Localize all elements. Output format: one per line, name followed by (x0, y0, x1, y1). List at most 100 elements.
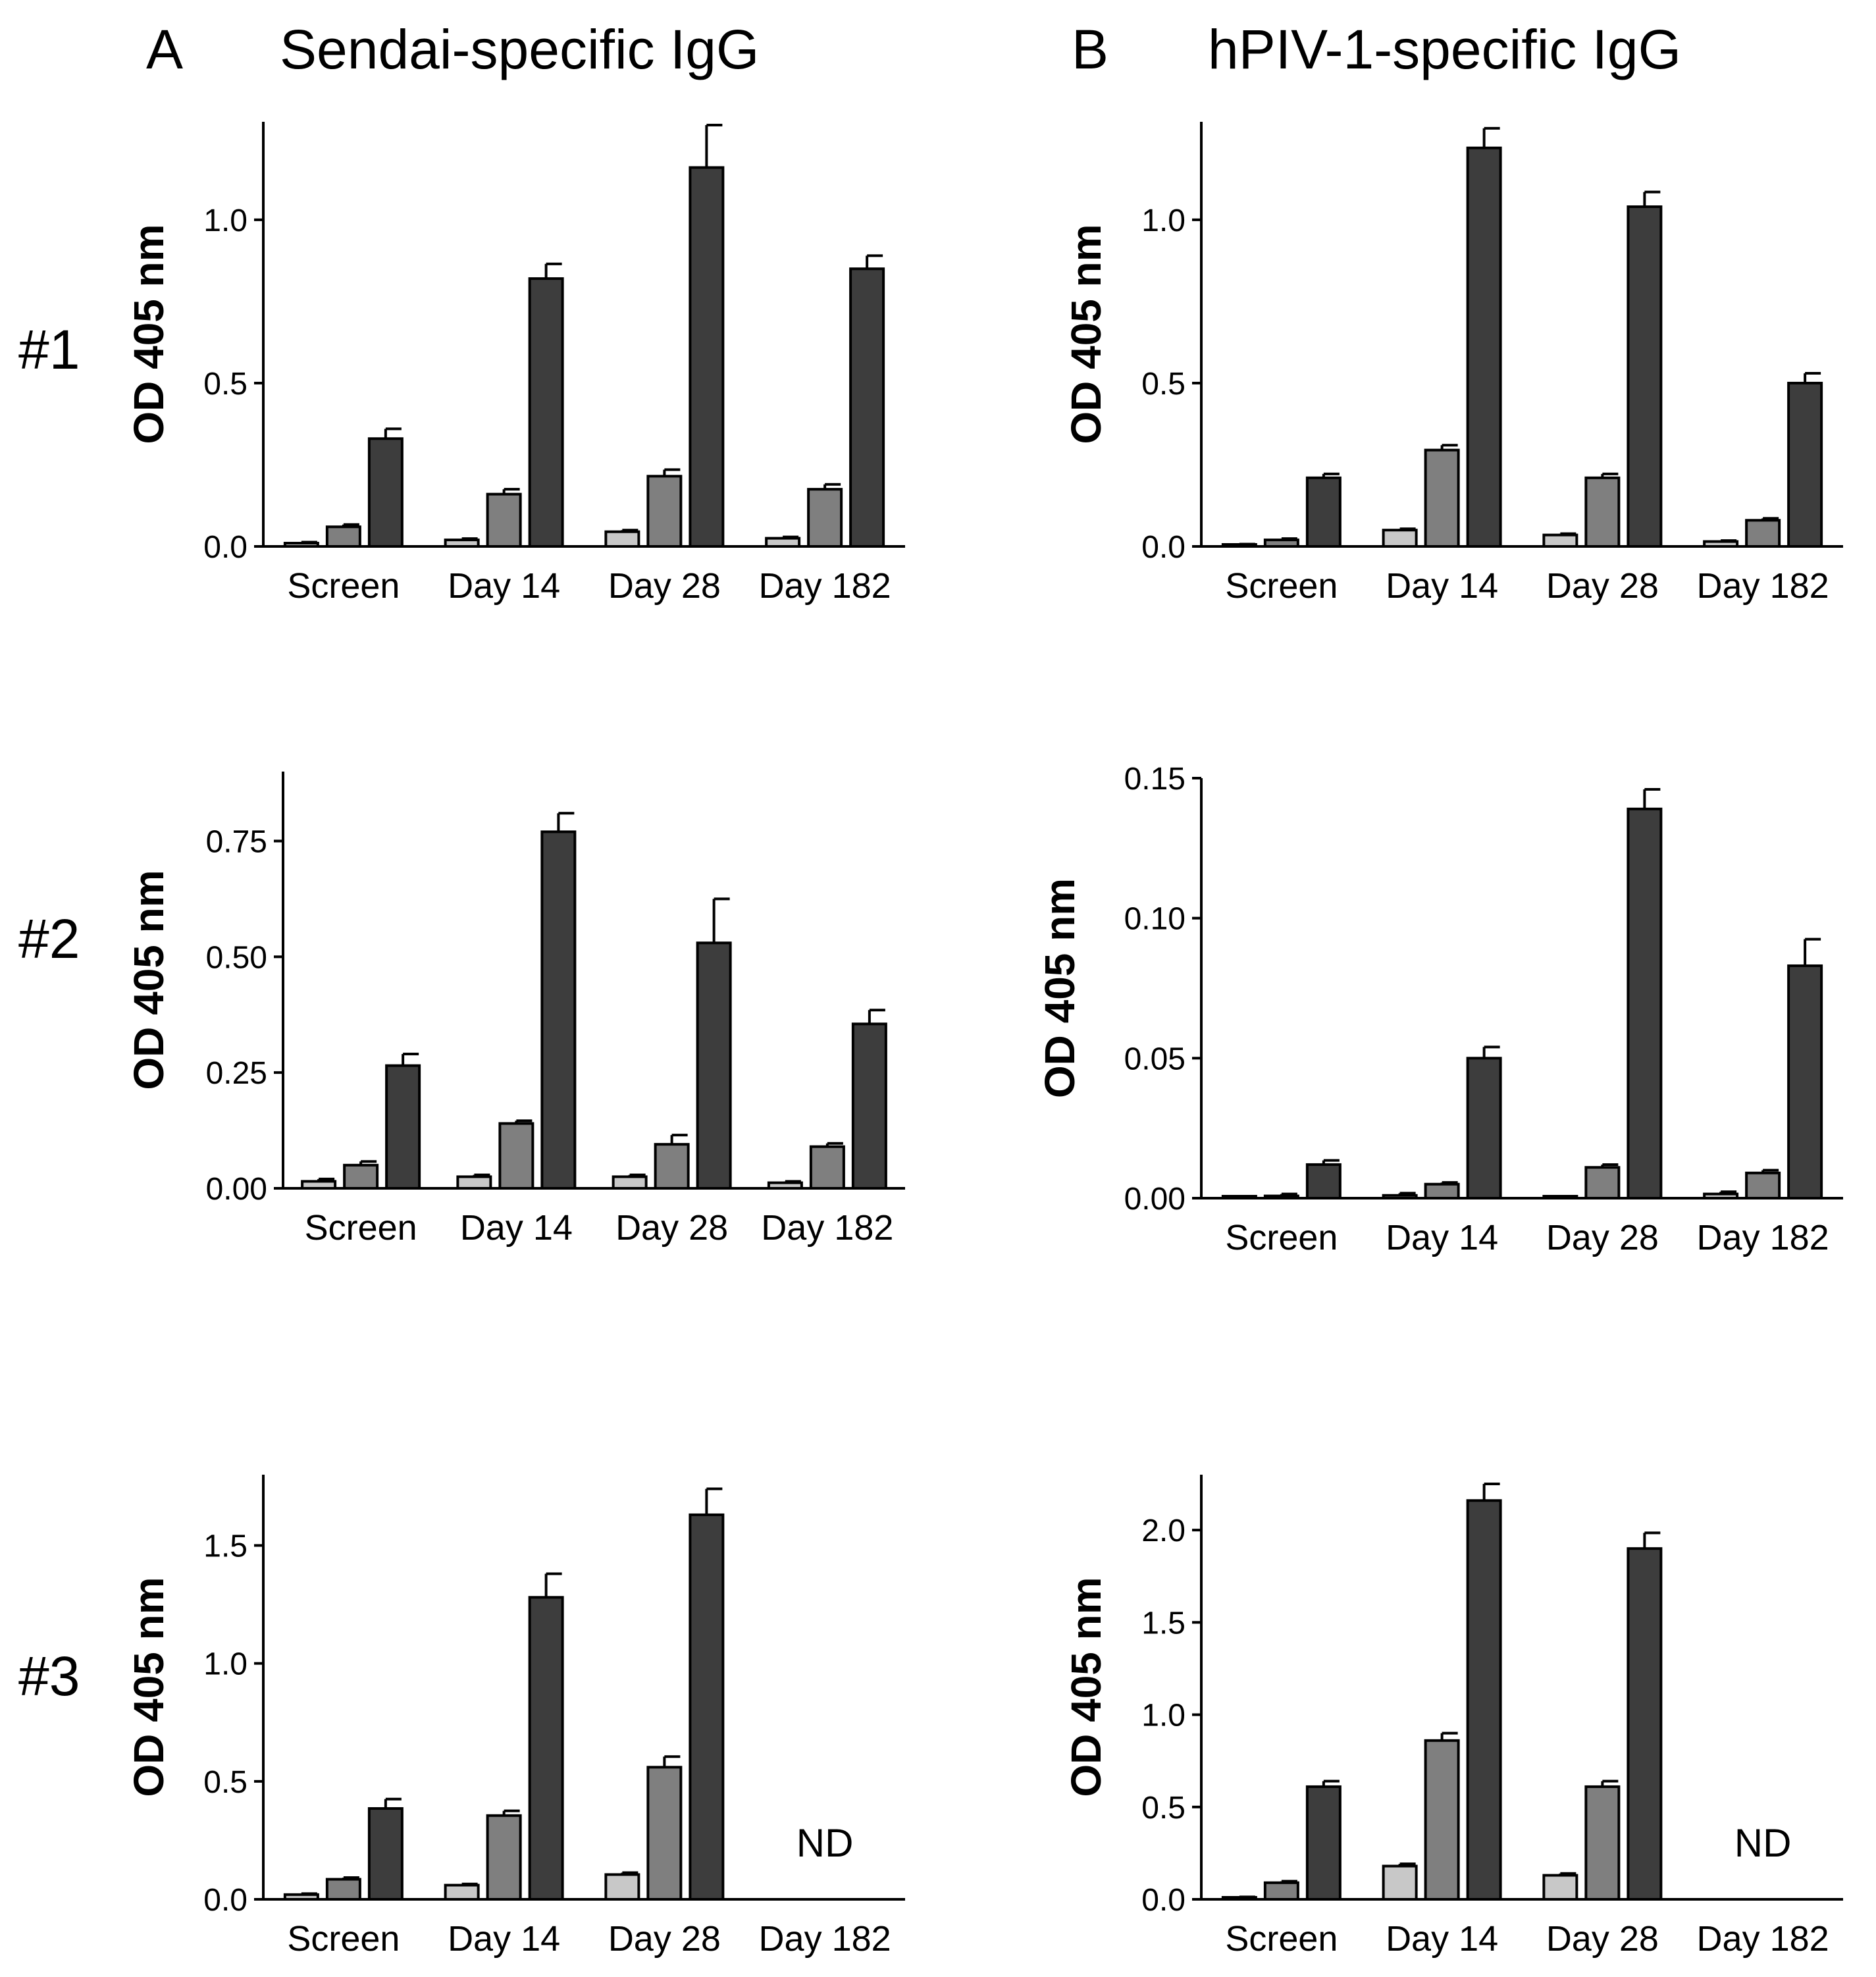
y-tick-label: 0.5 (1141, 367, 1186, 402)
y-tick-label: 0.5 (203, 367, 248, 402)
bar-day-14-s3 (1466, 1499, 1502, 1901)
x-tick-label: Day 14 (1386, 1218, 1498, 1257)
bar-day-28-s3 (1627, 1547, 1663, 1901)
panel-letter-b: B (1072, 18, 1108, 80)
bar-day-28-s2 (1584, 476, 1621, 548)
bar-day-14-s2 (498, 1122, 534, 1190)
bar-screen-s1 (283, 1893, 319, 1901)
bar-screen-s2 (325, 1878, 361, 1901)
panel-letter-a: A (146, 18, 183, 80)
x-tick-label: Day 182 (759, 1919, 891, 1959)
bar-day-182-s1 (1703, 1192, 1739, 1199)
x-tick-label: Screen (305, 1208, 417, 1248)
x-tick-label: Day 28 (1546, 1218, 1659, 1257)
panel-title-a: Sendai-specific IgG (280, 18, 759, 80)
bar-day-28-s2 (646, 475, 683, 548)
x-tick-label: Day 182 (1697, 566, 1829, 606)
row-label-1: #1 (18, 319, 80, 381)
y-axis-label: OD 405 nm (1062, 1577, 1110, 1797)
bar-day-182-s2 (1745, 519, 1781, 548)
bar-screen-s1 (283, 542, 319, 548)
y-axis-label: OD 405 nm (125, 1577, 172, 1797)
not-determined-label: ND (796, 1821, 854, 1865)
x-tick-label: Day 14 (1386, 566, 1498, 606)
bar-day-14-s2 (1424, 1739, 1460, 1901)
bar-screen-s3 (367, 437, 404, 548)
y-tick-label: 0.0 (1141, 530, 1186, 565)
chart-b-row3: 0.0 0.5 1.0 1.5 2.0 OD 405 nm Screen Day 14 Day … (1062, 1475, 1843, 1959)
y-tick-label: 0.5 (1141, 1791, 1186, 1826)
y-tick-label: 1.5 (203, 1529, 248, 1564)
x-tick-label: Day 28 (1546, 566, 1659, 606)
x-tick-label: Screen (1225, 1218, 1338, 1257)
bar-day-14-s1 (1382, 1864, 1418, 1901)
y-tick-label: 1.0 (203, 203, 248, 238)
chart-b-row2: 0.00 0.05 0.10 0.15 OD 405 nm Screen Day 14 Day… (1036, 762, 1843, 1257)
y-tick-label: 2.0 (1141, 1514, 1186, 1548)
bar-day-14-s1 (1382, 1194, 1418, 1200)
panel-title-b: hPIV-1-specific IgG (1208, 18, 1681, 80)
y-tick-label: 0.25 (206, 1056, 267, 1091)
bar-screen-s1 (301, 1180, 337, 1190)
x-tick-label: Day 14 (1386, 1919, 1498, 1959)
bar-day-182-s1 (765, 537, 801, 548)
y-tick-label: 0.00 (206, 1172, 267, 1207)
bar-day-28-s1 (604, 1873, 640, 1901)
y-tick-label: 0.75 (206, 825, 267, 860)
bar-day-14-s3 (528, 277, 564, 548)
x-tick-label: Day 14 (448, 566, 560, 606)
bar-screen-s2 (325, 525, 361, 548)
bar-day-28-s1 (604, 530, 640, 548)
chart-a-row3: 0.0 0.5 1.0 1.5 OD 405 nm Screen Day 14 Day 28 D… (125, 1475, 905, 1959)
bar-screen-s3 (1305, 476, 1342, 548)
bar-day-28-s3 (689, 1513, 725, 1901)
chart-a-row1: 0.0 0.5 1.0 OD 405 nm Screen Day 14 Day 28 Day … (125, 122, 905, 606)
y-axis-label: OD 405 nm (1062, 224, 1110, 444)
bar-screen-s2 (1263, 1881, 1299, 1901)
bar-day-182-s3 (1787, 381, 1823, 548)
bar-day-182-s3 (851, 1022, 887, 1190)
bar-screen-s3 (1305, 1785, 1342, 1901)
y-axis-label: OD 405 nm (125, 224, 172, 444)
bar-day-14-s2 (486, 492, 522, 548)
bar-day-14-s2 (1424, 448, 1460, 548)
y-tick-label: 1.0 (203, 1647, 248, 1682)
y-axis-label: OD 405 nm (125, 870, 172, 1090)
bar-day-28-s3 (1627, 205, 1663, 548)
bar-day-28-s3 (1627, 807, 1663, 1199)
y-tick-label: 0.0 (203, 530, 248, 565)
bar-day-14-s3 (540, 830, 577, 1190)
bar-day-28-s1 (612, 1175, 648, 1190)
y-tick-label: 0.0 (203, 1883, 248, 1918)
row-label-2: #2 (18, 908, 80, 970)
x-tick-label: Screen (287, 566, 400, 606)
bar-day-14-s1 (444, 539, 480, 548)
bar-screen-s3 (385, 1064, 421, 1190)
bar-screen-s2 (343, 1163, 379, 1190)
y-tick-label: 1.0 (1141, 1699, 1186, 1733)
bar-day-182-s3 (1787, 964, 1823, 1200)
bar-day-14-s3 (528, 1596, 564, 1901)
x-tick-label: Day 182 (1697, 1919, 1829, 1959)
x-tick-label: Screen (287, 1919, 400, 1959)
y-tick-label: 0.5 (203, 1765, 248, 1800)
bar-day-14-s2 (486, 1814, 522, 1901)
bar-day-28-s3 (689, 166, 725, 548)
bar-day-14-s1 (444, 1884, 480, 1901)
y-tick-label: 0.10 (1124, 902, 1186, 937)
not-determined-label: ND (1734, 1821, 1792, 1865)
bar-day-14-s3 (1466, 1057, 1502, 1200)
row-label-3: #3 (18, 1645, 80, 1707)
bar-day-28-s2 (646, 1766, 683, 1901)
x-tick-label: Screen (1225, 566, 1338, 606)
y-tick-label: 0.05 (1124, 1041, 1186, 1076)
x-tick-label: Day 28 (1546, 1919, 1659, 1959)
y-tick-label: 0.15 (1124, 762, 1186, 797)
bar-day-28-s1 (1542, 533, 1578, 548)
y-tick-label: 1.5 (1141, 1606, 1186, 1641)
chart-b-row1: 0.0 0.5 1.0 OD 405 nm Screen Day 14 Day 28 Day … (1062, 122, 1843, 606)
bar-screen-s2 (1263, 539, 1299, 548)
x-tick-label: Day 182 (759, 566, 891, 606)
bar-screen-s3 (1305, 1163, 1342, 1199)
